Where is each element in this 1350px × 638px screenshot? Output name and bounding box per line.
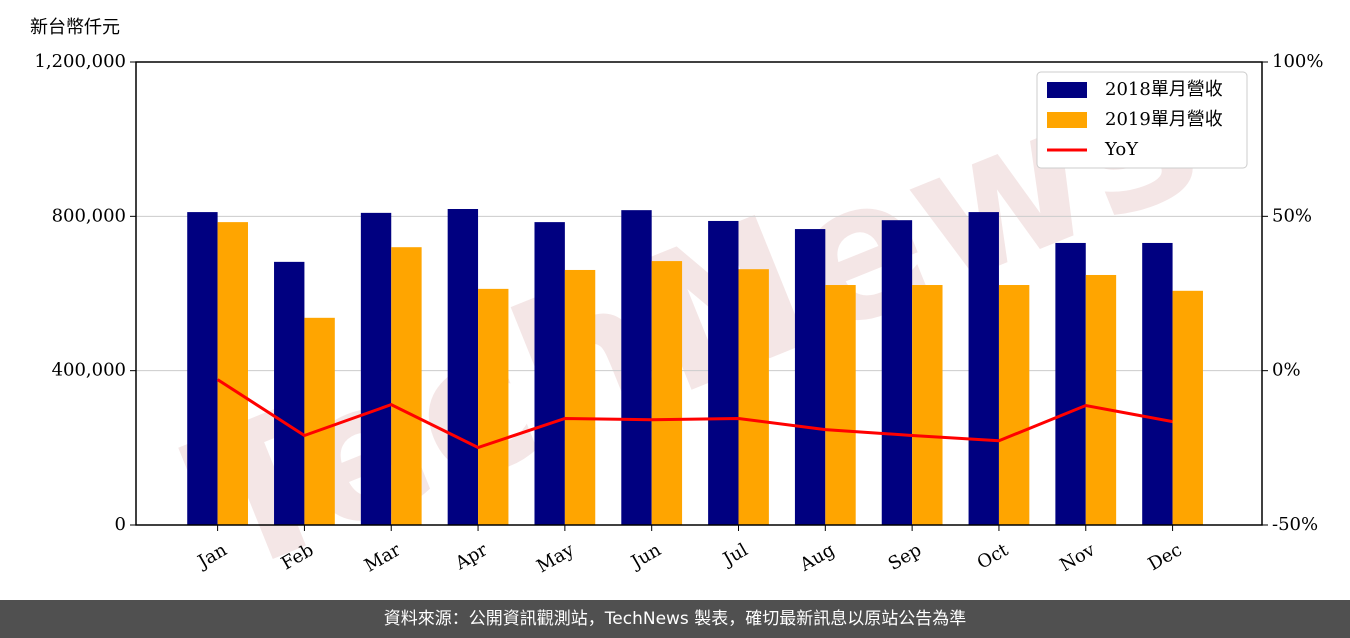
bar	[651, 261, 683, 525]
bar	[274, 261, 305, 525]
x-tick-label: Sep	[885, 539, 925, 574]
y-tick-label: 0	[115, 514, 126, 535]
bar	[738, 269, 769, 525]
bar	[304, 317, 335, 525]
x-tick-label: Apr	[451, 539, 491, 574]
chart: 新台幣仟元 TechNews 0400,000800,0001,200,000-…	[30, 17, 1323, 600]
plot-frame	[135, 61, 1263, 526]
legend-label: 2018單月營收	[1105, 79, 1223, 100]
y2-tick-label: 50%	[1272, 205, 1312, 226]
bar	[794, 229, 826, 525]
bar	[968, 212, 999, 525]
y2-tick-label: 100%	[1272, 51, 1323, 72]
bar	[187, 212, 218, 525]
bar	[998, 285, 1030, 525]
bar	[534, 222, 565, 525]
x-tick-label: May	[533, 539, 578, 577]
bar	[1142, 242, 1173, 526]
bar	[881, 220, 913, 526]
bar	[360, 212, 392, 525]
x-tick-label: Dec	[1145, 539, 1186, 575]
bar	[478, 288, 509, 525]
bar	[1055, 242, 1086, 526]
legend-label: 2019單月營收	[1105, 109, 1223, 130]
bar	[621, 210, 652, 525]
bar	[217, 222, 248, 525]
y-unit-label: 新台幣仟元	[30, 17, 120, 38]
bar	[912, 285, 943, 525]
bar	[391, 247, 422, 525]
line	[216, 378, 1173, 450]
legend-label: YoY	[1104, 139, 1139, 160]
bar	[564, 269, 596, 525]
bar	[1085, 274, 1117, 525]
y-tick-label: 400,000	[52, 360, 126, 381]
bar	[447, 209, 479, 525]
x-tick-label: Nov	[1056, 539, 1099, 576]
footer: 資料來源：公開資訊觀測站，TechNews 製表，確切最新訊息以原站公告為準	[0, 600, 1350, 638]
legend-swatch	[1047, 112, 1087, 128]
bar	[1172, 290, 1203, 525]
y2-tick-label: 0%	[1272, 360, 1301, 381]
legend-swatch	[1047, 82, 1087, 98]
y-tick-label: 800,000	[52, 205, 126, 226]
y2-tick-label: -50%	[1272, 514, 1318, 535]
legend-box	[1036, 71, 1248, 169]
x-tick-label: Oct	[974, 539, 1013, 574]
x-tick-label: Jun	[626, 539, 665, 574]
bar	[825, 285, 856, 525]
y-tick-label: 1,200,000	[34, 51, 126, 72]
x-tick-label: Aug	[796, 539, 839, 576]
x-tick-label: Jul	[718, 539, 752, 571]
bar	[708, 220, 739, 526]
